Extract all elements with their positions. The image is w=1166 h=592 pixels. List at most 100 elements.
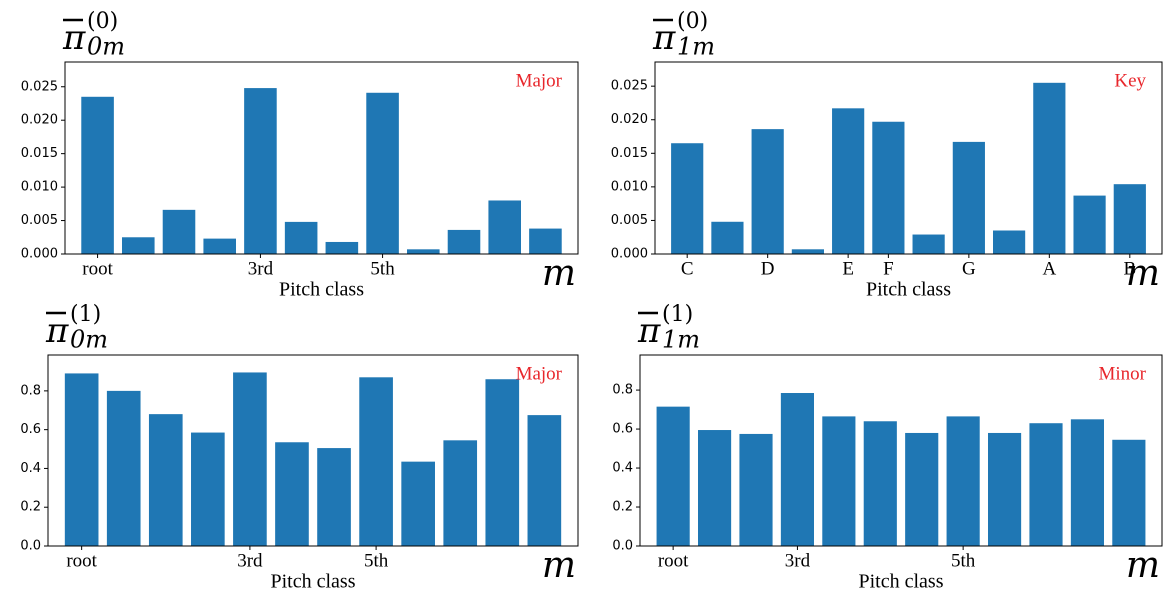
x-axis-label: Pitch class <box>271 571 356 592</box>
bar <box>485 379 520 546</box>
x-tick-label: 5th <box>370 258 395 279</box>
bar <box>952 141 985 254</box>
y-tick-label: 0.2 <box>20 500 41 515</box>
x-tick-label: B <box>1123 258 1136 279</box>
bar <box>656 406 690 546</box>
y-tick-label: 0.6 <box>612 422 633 437</box>
bar <box>447 229 481 254</box>
bar <box>711 221 744 254</box>
title-superscript: (0) <box>87 9 118 34</box>
bar <box>317 448 351 546</box>
bar <box>872 121 905 254</box>
y-tick-label: 0.010 <box>611 179 648 194</box>
y-tick-label: 0.4 <box>20 461 41 476</box>
y-tick-label: 0.020 <box>21 113 58 128</box>
x-tick-label: root <box>82 258 113 279</box>
axis-symbol: m <box>1126 253 1160 294</box>
x-axis-label: Pitch class <box>859 571 944 592</box>
title-subscript: 0m <box>70 326 108 354</box>
title-superscript: (1) <box>662 302 693 327</box>
title-symbol: π <box>62 18 86 58</box>
x-tick-label: 3rd <box>248 258 274 279</box>
annotation: Minor <box>1099 363 1147 384</box>
bar <box>527 415 562 546</box>
axes-frame <box>64 61 579 255</box>
bar <box>1070 419 1104 546</box>
x-tick-label: G <box>962 258 976 279</box>
bar <box>780 393 814 546</box>
title-subscript: 0m <box>87 33 125 61</box>
title-superscript: (1) <box>70 302 101 327</box>
bar <box>1112 439 1146 546</box>
subplot: root 3rd 5th 0.0 0.2 0.4 0.6 0.8 Major Pitch clas… <box>20 302 579 592</box>
bar <box>275 442 309 546</box>
bar <box>1033 82 1066 254</box>
bar <box>359 377 393 546</box>
bar <box>203 238 236 254</box>
x-tick-label: E <box>842 258 854 279</box>
annotation: Key <box>1114 70 1146 91</box>
bar <box>284 221 318 254</box>
x-axis-label: Pitch class <box>279 279 364 301</box>
axis-symbol: m <box>542 253 576 294</box>
x-tick-label: A <box>1042 258 1056 279</box>
axes-frame <box>47 354 579 547</box>
y-tick-label: 0.2 <box>612 500 633 515</box>
title-symbol: π <box>637 311 661 351</box>
title-superscript: (0) <box>677 9 708 34</box>
bar <box>407 249 440 254</box>
bar <box>488 200 521 254</box>
bar <box>671 143 704 254</box>
title-symbol: π <box>652 18 676 58</box>
x-tick-label: 5th <box>951 550 976 571</box>
bar <box>739 433 773 546</box>
subplot: root 3rd 5th 0.0 0.2 0.4 0.6 0.8 Minor Pitch clas… <box>612 302 1163 592</box>
y-tick-label: 0.000 <box>611 247 648 262</box>
bar <box>698 430 732 546</box>
bar <box>401 461 435 546</box>
bar <box>81 96 114 255</box>
y-tick-label: 0.0 <box>20 539 41 554</box>
y-tick-label: 0.025 <box>21 79 58 94</box>
y-tick-label: 0.8 <box>20 383 41 398</box>
axes-frame <box>654 61 1163 255</box>
y-tick-label: 0.010 <box>21 180 58 195</box>
bar <box>191 432 225 546</box>
bar <box>791 249 824 254</box>
title-subscript: 1m <box>677 33 715 61</box>
x-tick-label: D <box>761 258 775 279</box>
axes-frame <box>639 354 1163 547</box>
annotation: Major <box>516 70 563 91</box>
bar <box>1073 195 1106 254</box>
bar <box>233 372 267 546</box>
bar <box>751 129 784 254</box>
x-tick-label: 3rd <box>785 550 811 571</box>
bar <box>1113 184 1146 254</box>
title-subscript: 1m <box>662 326 700 354</box>
y-tick-label: 0.005 <box>611 213 648 228</box>
annotation: Major <box>516 363 563 384</box>
bar <box>946 416 980 546</box>
bar <box>993 230 1026 254</box>
bar <box>122 237 155 254</box>
y-tick-label: 0.6 <box>20 422 41 437</box>
bar <box>822 416 856 546</box>
axis-symbol: m <box>1126 545 1160 586</box>
bar <box>1029 423 1063 546</box>
bar <box>244 88 277 254</box>
y-tick-label: 0.0 <box>612 539 633 554</box>
bar <box>529 228 562 254</box>
bar <box>162 209 196 254</box>
x-tick-label: F <box>883 258 894 279</box>
bar <box>148 414 183 546</box>
title-symbol: π <box>45 311 69 351</box>
bar <box>106 390 141 546</box>
axis-symbol: m <box>542 545 576 586</box>
y-tick-label: 0.015 <box>611 146 648 161</box>
x-tick-label: C <box>681 258 694 279</box>
subplot: C D E F G A B 0.000 0.005 0.010 0.015 0.020 0.025 Key… <box>611 9 1163 301</box>
x-tick-label: root <box>658 550 689 571</box>
bar <box>64 373 99 546</box>
bar <box>988 432 1022 546</box>
